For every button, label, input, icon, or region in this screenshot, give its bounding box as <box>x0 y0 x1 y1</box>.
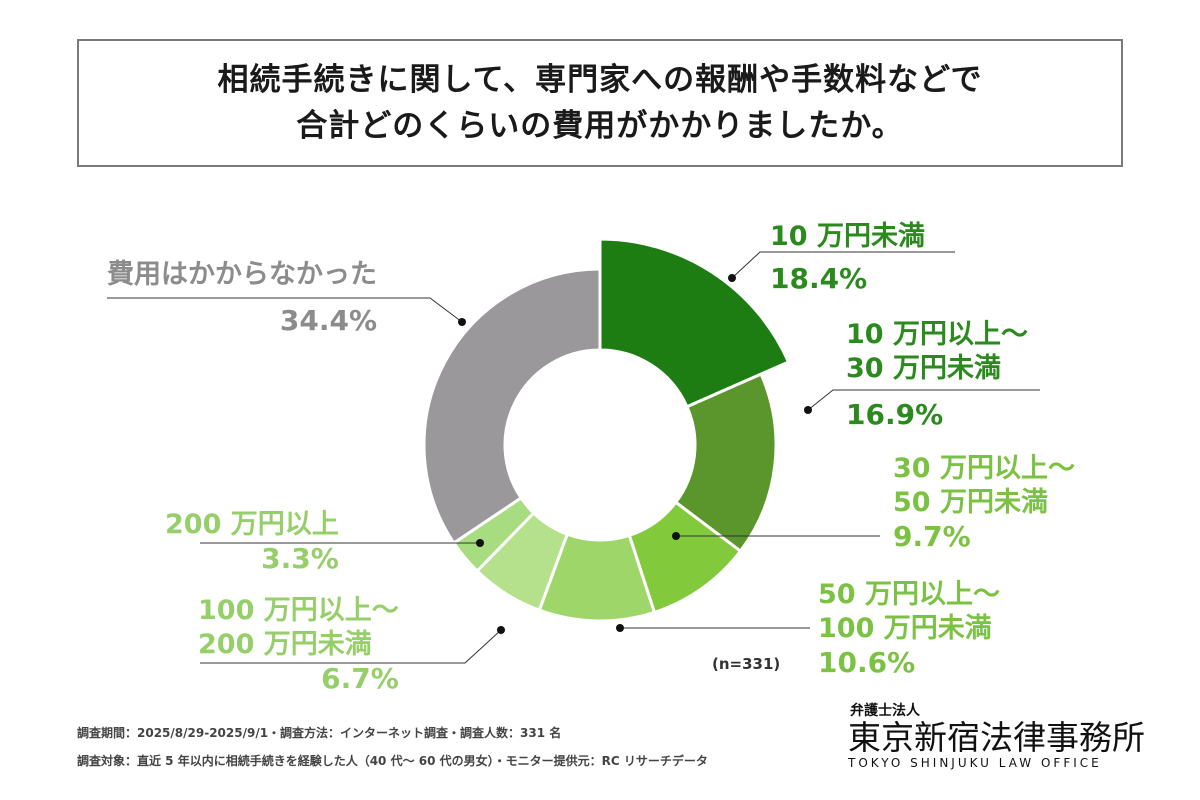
label-slice-0: 10 万円未満 18.4% <box>770 221 925 295</box>
footer-line2: 調査対象：直近 5 年以内に相続手続きを経験した人（40 代～ 60 代の男女）… <box>77 754 708 768</box>
leader-dot-2 <box>672 532 680 540</box>
footer-line1: 調査期間：2025/8/29-2025/9/1・調査方法：インターネット調査・調… <box>77 726 562 740</box>
label-slice-1: 10 万円以上～ 30 万円未満 16.9% <box>846 319 1028 431</box>
title-box: 相続手続きに関して、専門家への報酬や手数料などで 合計どのくらいの費用がかかりま… <box>77 39 1123 167</box>
leader-dot-3 <box>616 624 624 632</box>
leader-dot-4 <box>497 626 505 634</box>
leader-line-6 <box>107 297 463 323</box>
leader-line-4 <box>200 629 502 664</box>
leader-dot-6 <box>458 318 466 326</box>
leader-dot-5 <box>476 539 484 547</box>
sample-size: (n=331) <box>712 655 781 673</box>
leader-line-1 <box>807 389 1040 411</box>
logo: 弁護士法人 東京新宿法律事務所 TOKYO SHINJUKU LAW OFFIC… <box>848 703 1145 770</box>
slice-0 <box>598 237 791 409</box>
leader-dot-0 <box>728 274 736 282</box>
leader-dot-1 <box>804 406 812 414</box>
title-line2: 合計どのくらいの費用がかかりましたか。 <box>296 108 904 144</box>
label-slice-5: 200 万円以上 3.3% <box>165 509 339 575</box>
label-slice-3: 50 万円以上～ 100 万円未満 10.6% <box>818 579 1000 679</box>
title-line1: 相続手続きに関して、専門家への報酬や手数料などで <box>217 62 983 98</box>
label-slice-2: 30 万円以上～ 50 万円未満 9.7% <box>893 453 1075 553</box>
label-slice-6: 費用はかからなかった 34.4% <box>107 259 377 337</box>
label-slice-4: 100 万円以上～ 200 万円未満 6.7% <box>198 595 399 695</box>
leader-line-0 <box>731 251 955 279</box>
slice-6 <box>422 267 602 546</box>
